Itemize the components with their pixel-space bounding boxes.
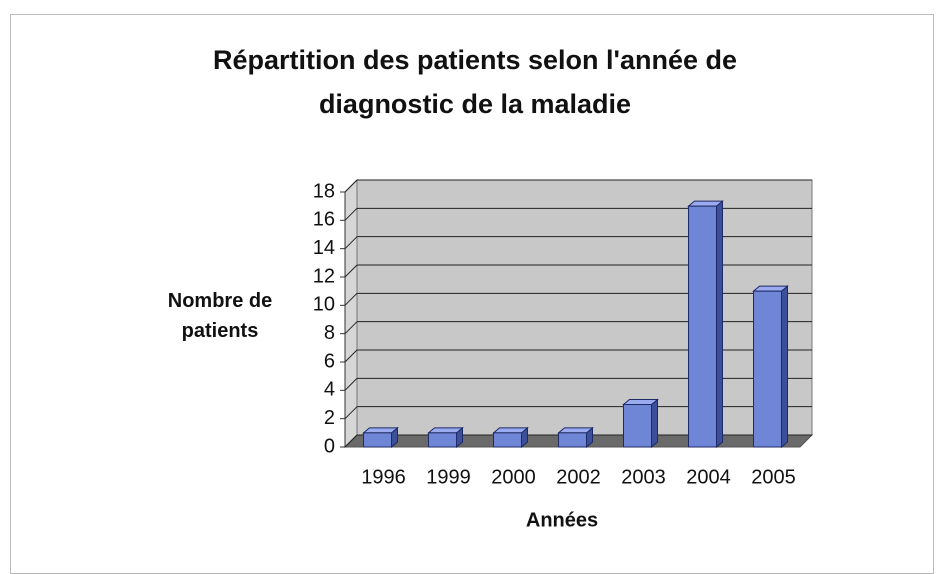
grid-line <box>344 207 358 221</box>
y-tick-label: 0 <box>324 435 335 457</box>
x-tick-label: 2002 <box>556 466 601 488</box>
side-wall <box>344 178 358 449</box>
x-axis-label: Années <box>526 509 598 531</box>
bar-top <box>687 200 724 207</box>
grid-line <box>344 349 358 363</box>
x-tick-label: 2005 <box>751 466 796 488</box>
bar-top <box>622 399 659 405</box>
y-tick-label: 8 <box>324 322 335 344</box>
y-tick-label: 2 <box>324 407 335 429</box>
grid-line <box>344 236 358 250</box>
y-axis-label: Nombre de patients <box>167 290 273 342</box>
bar <box>558 432 587 448</box>
bar <box>363 432 392 448</box>
x-tick-label: 1999 <box>426 466 471 488</box>
bar-top <box>427 427 464 434</box>
y-tick-label: 6 <box>324 350 335 372</box>
y-tick-label: 16 <box>313 209 335 231</box>
grid-line <box>344 321 358 335</box>
grid-line <box>344 377 358 391</box>
y-tick-label: 4 <box>324 379 335 401</box>
back-wall <box>356 179 813 436</box>
x-tick-label: 2004 <box>686 466 731 488</box>
grid-line <box>344 179 358 193</box>
x-tick-label: 1996 <box>361 466 406 488</box>
bar-top <box>492 427 529 434</box>
bar-top <box>752 285 789 292</box>
bar <box>623 404 652 448</box>
bar <box>688 205 717 448</box>
x-tick-label: 2003 <box>621 466 666 488</box>
bar <box>428 432 457 448</box>
bar-side <box>651 398 658 449</box>
bar-side <box>781 285 788 449</box>
grid-line <box>344 292 358 306</box>
x-tick-label: 2000 <box>491 466 536 488</box>
bar <box>493 432 522 448</box>
y-tick-label: 12 <box>313 265 335 287</box>
bar <box>753 290 782 448</box>
grid-line <box>344 406 358 420</box>
y-tick-label: 10 <box>313 294 335 316</box>
bar-top <box>362 427 399 434</box>
bar-top <box>557 427 594 434</box>
grid-line <box>344 264 358 278</box>
bar-side <box>716 200 723 449</box>
grid-line <box>344 434 358 448</box>
y-tick-label: 18 <box>313 180 335 202</box>
chart-title: Répartition des patients selon l'année d… <box>212 45 738 119</box>
y-tick-label: 14 <box>313 237 335 259</box>
